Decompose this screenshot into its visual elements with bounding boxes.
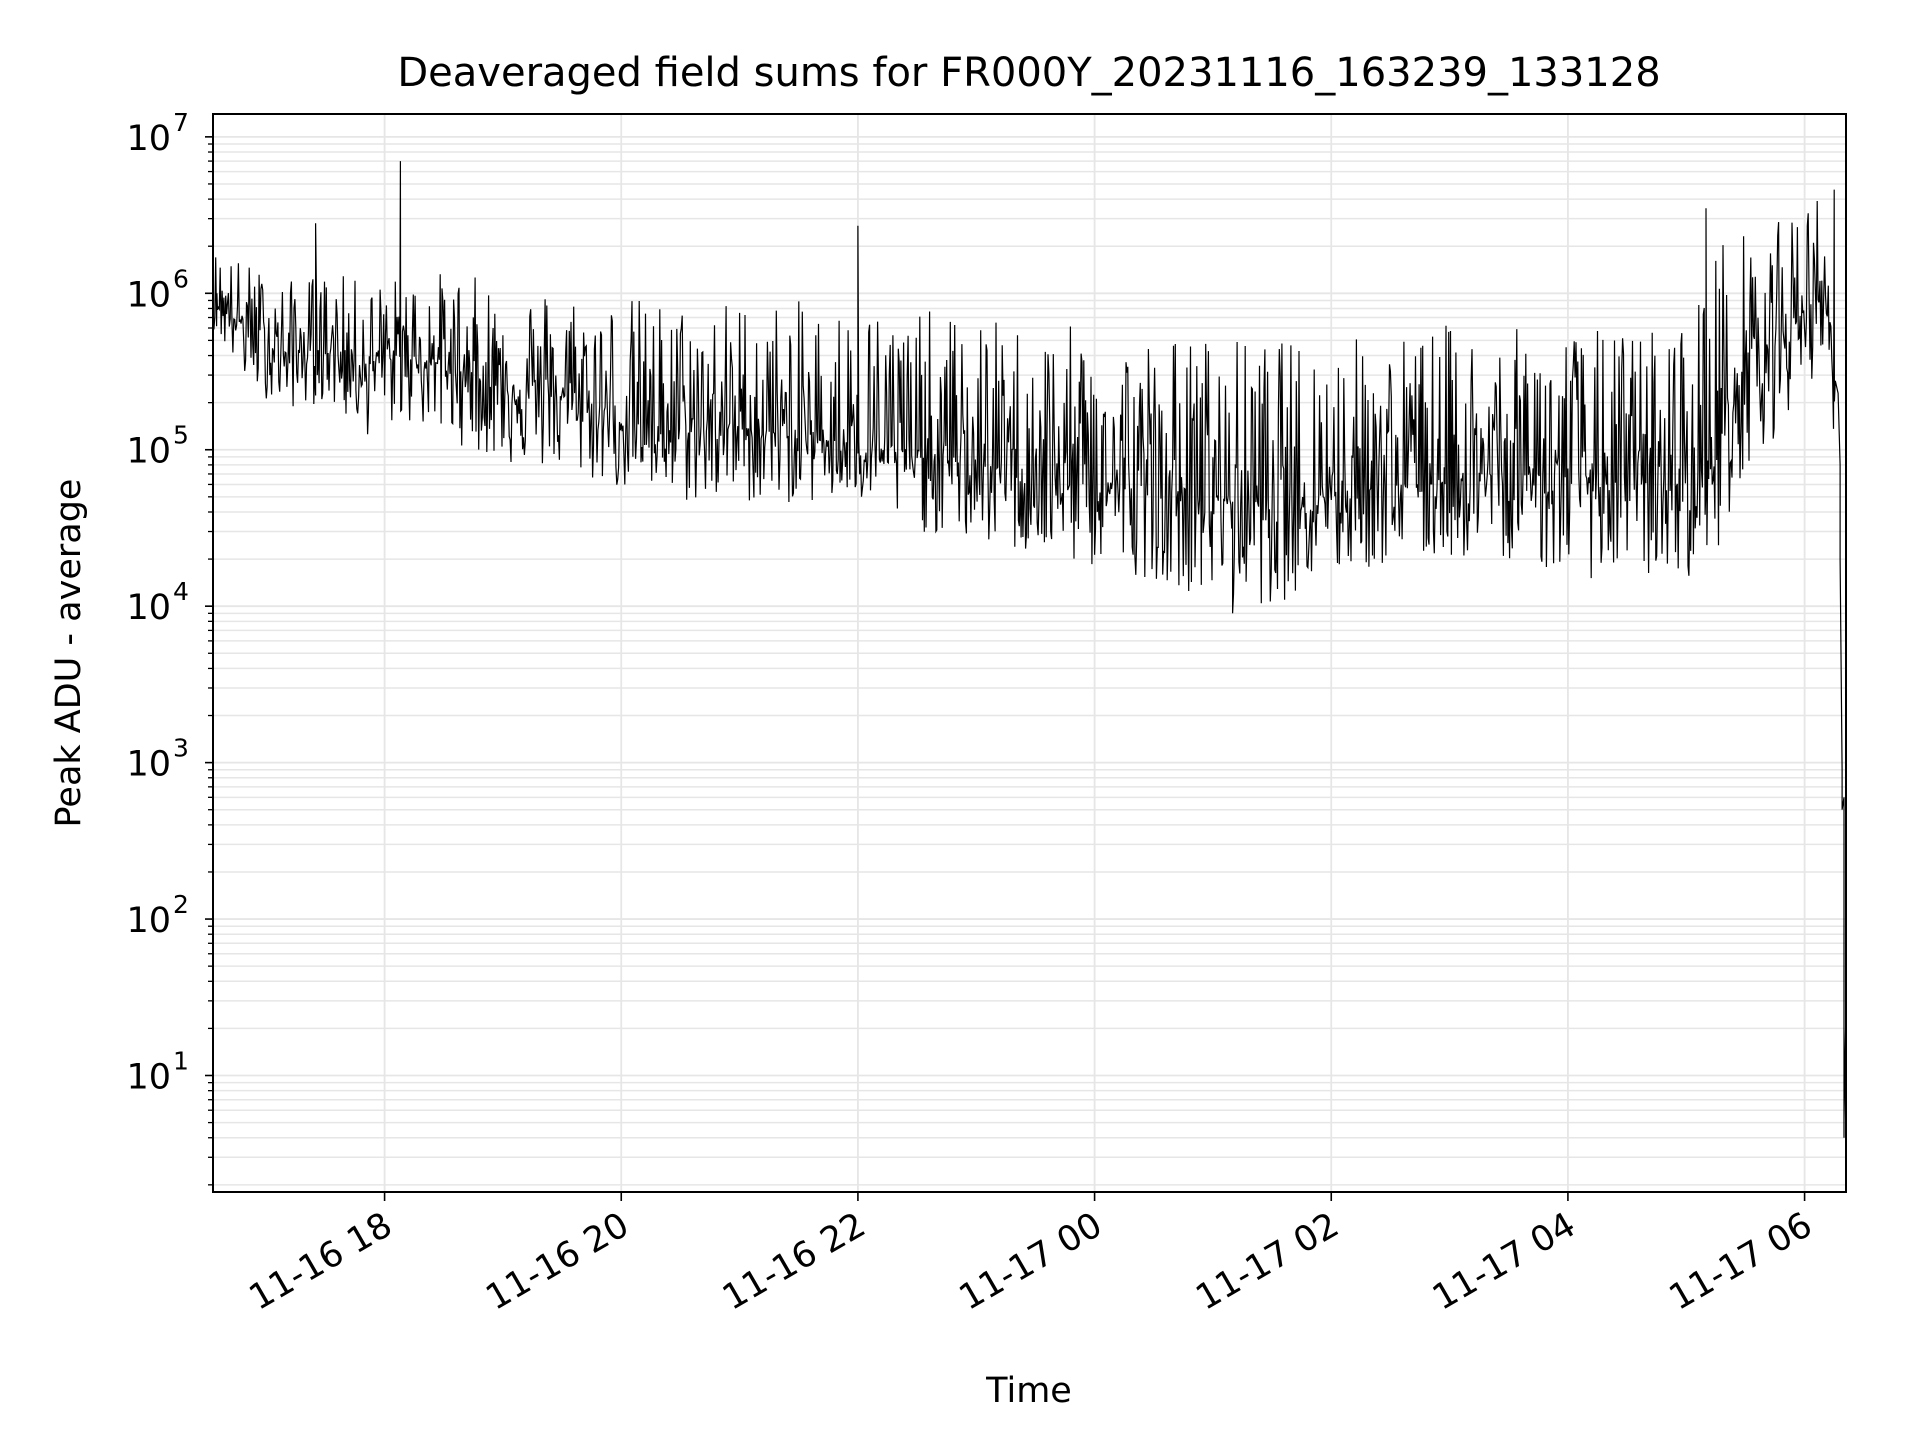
y-tick-label: 10 bbox=[126, 588, 171, 628]
y-tick-label: 10 bbox=[126, 1057, 171, 1097]
y-tick-label: 10 bbox=[126, 275, 171, 315]
series-layer bbox=[212, 161, 1847, 1144]
y-tick-label: 10 bbox=[126, 432, 171, 472]
y-tick-exponent: 3 bbox=[173, 734, 189, 763]
series-line bbox=[212, 161, 1847, 1144]
y-tick-label: 10 bbox=[126, 119, 171, 159]
y-tick-label: 10 bbox=[126, 745, 171, 785]
y-tick-exponent: 2 bbox=[173, 890, 189, 919]
minor-grid bbox=[213, 143, 1846, 1186]
y-tick-exponent: 5 bbox=[173, 421, 189, 450]
y-axis-label: Peak ADU - average bbox=[49, 479, 89, 828]
chart-title: Deaveraged field sums for FR000Y_2023111… bbox=[397, 50, 1660, 96]
x-axis-label: Time bbox=[985, 1371, 1072, 1411]
y-tick-label: 10 bbox=[126, 901, 171, 941]
y-tick-exponent: 6 bbox=[173, 264, 189, 293]
y-tick-exponent: 1 bbox=[173, 1046, 189, 1075]
y-tick-exponent: 4 bbox=[173, 577, 189, 606]
y-tick-exponent: 7 bbox=[173, 108, 189, 137]
